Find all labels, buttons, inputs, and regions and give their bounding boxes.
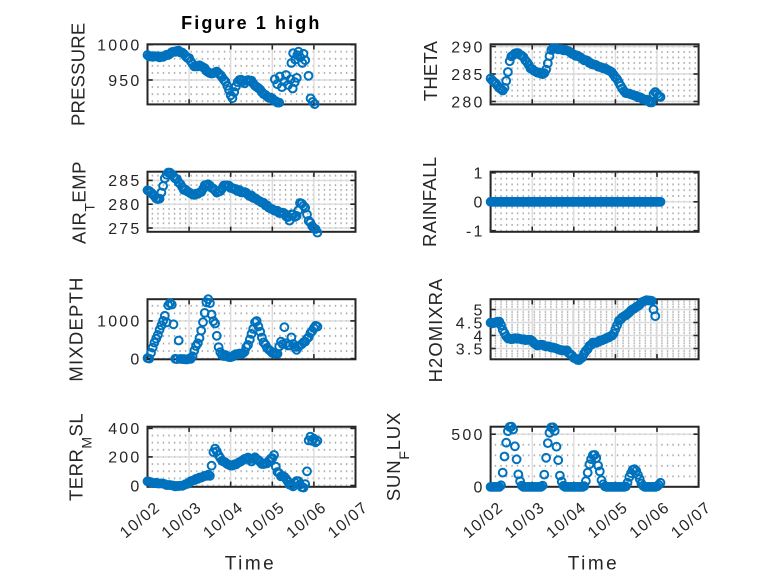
svg-text:Figure 1 high: Figure 1 high (181, 13, 321, 33)
svg-text:0: 0 (130, 351, 141, 368)
svg-text:950: 950 (108, 73, 141, 90)
svg-text:1: 1 (473, 166, 484, 183)
svg-text:285: 285 (108, 173, 141, 190)
svg-text:290: 290 (451, 39, 484, 56)
svg-text:Time: Time (568, 554, 620, 575)
svg-text:0: 0 (473, 195, 484, 212)
svg-text:3.5: 3.5 (456, 341, 485, 358)
svg-text:0: 0 (130, 478, 141, 495)
svg-text:400: 400 (108, 421, 141, 438)
svg-text:Time: Time (225, 554, 277, 575)
svg-text:280: 280 (451, 94, 484, 111)
svg-text:5: 5 (473, 302, 484, 319)
svg-text:1000: 1000 (97, 37, 141, 54)
svg-text:0: 0 (473, 480, 484, 497)
svg-text:280: 280 (108, 197, 141, 214)
svg-text:4.5: 4.5 (456, 315, 485, 332)
svg-text:-1: -1 (466, 224, 485, 241)
svg-text:PRESSURE: PRESSURE (68, 23, 89, 126)
svg-text:H2OMIXRA: H2OMIXRA (425, 278, 446, 383)
svg-text:285: 285 (451, 67, 484, 84)
svg-text:500: 500 (451, 427, 484, 444)
svg-text:200: 200 (108, 450, 141, 467)
svg-text:RAINFALL: RAINFALL (419, 156, 440, 247)
svg-text:1000: 1000 (97, 314, 141, 331)
svg-text:275: 275 (108, 221, 141, 238)
svg-text:MIXDEPTH: MIXDEPTH (65, 276, 86, 381)
svg-text:THETA: THETA (420, 40, 441, 101)
svg-text:4: 4 (473, 328, 484, 345)
